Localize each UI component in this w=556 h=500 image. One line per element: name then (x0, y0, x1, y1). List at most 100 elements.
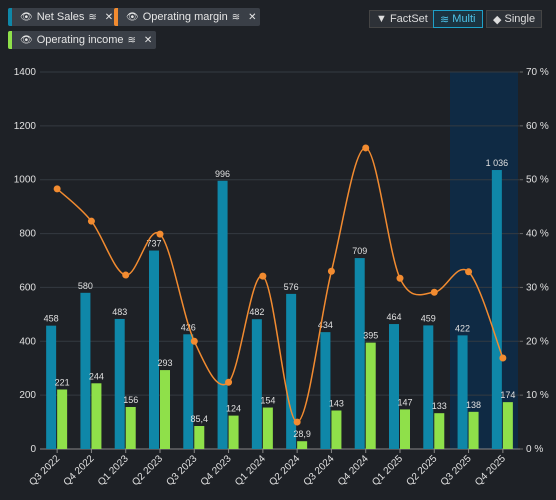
y-tick-label: 600 (19, 282, 36, 293)
bar (331, 410, 342, 449)
data-label: 458 (44, 314, 59, 324)
bar (80, 292, 91, 449)
bar (365, 342, 376, 449)
data-label: 395 (363, 331, 378, 341)
y2-tick-label: 60 % (526, 121, 549, 132)
x-tick-label: Q4 2025 (473, 453, 508, 488)
data-label: 244 (89, 371, 104, 381)
bar (183, 334, 194, 449)
y-tick-label: 1200 (14, 121, 37, 132)
line-point (293, 418, 301, 426)
bar (251, 319, 262, 449)
bar (491, 170, 502, 449)
multi-button[interactable]: ≋ Multi (433, 10, 483, 28)
x-tick-label: Q3 2023 (164, 453, 199, 488)
y-tick-label: 1000 (14, 175, 37, 186)
bar (389, 324, 399, 449)
legend-label: Operating income (36, 34, 124, 46)
bar (114, 318, 125, 449)
bar (149, 250, 159, 449)
line-point (190, 337, 198, 345)
data-label: 133 (432, 401, 447, 411)
bar (468, 411, 479, 449)
y2-tick-label: 10 % (526, 390, 549, 401)
line-point (465, 268, 473, 276)
bar (57, 389, 68, 449)
bar (297, 441, 308, 449)
data-label: 154 (260, 396, 275, 406)
legend-chip[interactable]: 👁 Net Sales ≋ ✕ (8, 8, 118, 26)
x-tick-label: Q2 2023 (130, 453, 165, 488)
line-point (87, 217, 95, 225)
data-label: 293 (157, 358, 172, 368)
data-label: 482 (249, 307, 264, 317)
button-label: Single (504, 13, 536, 25)
bar (194, 426, 205, 449)
x-tick-label: Q4 2023 (199, 453, 234, 488)
line-point (396, 274, 404, 282)
data-label: 709 (352, 246, 367, 256)
data-label: 156 (123, 395, 138, 405)
data-label: 147 (397, 397, 412, 407)
data-label: 1 036 (486, 158, 509, 168)
bar (160, 370, 170, 449)
x-tick-label: Q1 2023 (96, 453, 131, 488)
data-label: 85,4 (191, 414, 209, 424)
line-point (327, 267, 335, 275)
legend-label: Net Sales (36, 11, 85, 23)
line-point (362, 144, 370, 152)
source-button[interactable]: ▼ FactSet (369, 10, 435, 28)
bar (400, 409, 410, 449)
line-point (499, 354, 507, 362)
data-label: 426 (181, 322, 196, 332)
bar (354, 258, 365, 449)
data-label: 174 (500, 390, 515, 400)
data-label: 464 (386, 312, 401, 322)
bar (457, 335, 468, 449)
data-label: 124 (226, 404, 241, 414)
data-label: 434 (318, 320, 333, 330)
legend-label: Operating margin (142, 11, 228, 23)
y-tick-label: 1400 (14, 67, 37, 78)
y2-tick-label: 50 % (526, 175, 549, 186)
bar (423, 325, 434, 449)
legend-chip[interactable]: 👁 Operating margin ≋ ✕ (114, 8, 261, 26)
data-label: 28,9 (293, 429, 311, 439)
legend-chip[interactable]: 👁 Operating income ≋ ✕ (8, 31, 157, 49)
data-label: 580 (78, 281, 93, 291)
bar (286, 293, 297, 449)
x-tick-label: Q1 2025 (370, 453, 405, 488)
data-label: 422 (455, 323, 470, 333)
y2-tick-label: 40 % (526, 229, 549, 240)
data-label: 221 (55, 377, 70, 387)
y2-tick-label: 0 % (526, 444, 543, 455)
line-point (156, 230, 164, 238)
y2-tick-label: 20 % (526, 336, 549, 347)
x-tick-label: Q3 2022 (27, 453, 62, 488)
y-tick-label: 0 (30, 444, 36, 455)
y2-tick-label: 70 % (526, 67, 549, 78)
bar (262, 407, 273, 449)
data-label: 459 (421, 313, 436, 323)
line-point (259, 272, 267, 280)
line-point (225, 378, 233, 386)
line-point (122, 271, 130, 279)
data-label: 483 (112, 307, 127, 317)
line-point (53, 185, 61, 193)
bar (320, 332, 331, 449)
bar (434, 413, 445, 449)
x-tick-label: Q2 2025 (404, 453, 439, 488)
bar (502, 402, 513, 449)
x-tick-label: Q4 2024 (336, 453, 371, 488)
single-button[interactable]: ◆ Single (486, 10, 543, 28)
x-tick-label: Q3 2024 (302, 453, 337, 488)
data-label: 143 (329, 398, 344, 408)
bar (91, 383, 102, 449)
y2-tick-label: 30 % (526, 282, 549, 293)
button-label: FactSet (389, 13, 428, 25)
line (56, 147, 504, 423)
bar (228, 415, 239, 449)
x-tick-label: Q3 2025 (439, 453, 474, 488)
